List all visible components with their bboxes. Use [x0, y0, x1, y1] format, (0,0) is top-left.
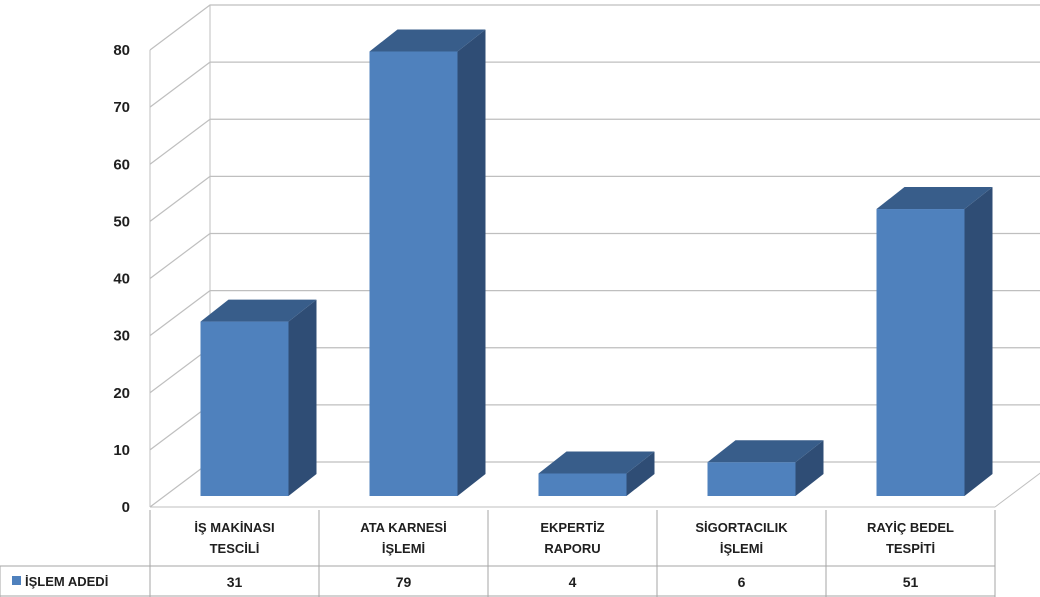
bar-side [965, 187, 993, 496]
data-label: 4 [569, 574, 577, 590]
bar-front [201, 322, 289, 496]
y-tick-label: 50 [113, 213, 130, 230]
y-tick-label: 10 [113, 442, 130, 459]
bar [708, 440, 824, 496]
category-label: SİGORTACILIK [695, 520, 788, 535]
y-tick-label: 20 [113, 385, 130, 402]
y-tick-label: 60 [113, 156, 130, 173]
data-label: 79 [396, 574, 412, 590]
gridline [150, 5, 1040, 50]
y-axis-ticks: 0 10 20 30 40 50 60 70 80 [113, 42, 130, 516]
category-label: TESCİLİ [210, 541, 260, 556]
category-label: İŞLEMİ [720, 541, 763, 556]
bar-front [708, 462, 796, 496]
gridline [150, 119, 1040, 164]
bars [201, 29, 993, 496]
bar [539, 451, 655, 496]
data-label: 51 [903, 574, 919, 590]
category-label: EKPERTİZ [540, 520, 604, 535]
category-label: İŞ MAKİNASI [194, 520, 274, 535]
category-label: İŞLEMİ [382, 541, 425, 556]
data-label: 31 [227, 574, 243, 590]
category-label: TESPİTİ [886, 541, 935, 556]
legend-label: İŞLEM ADEDİ [25, 574, 108, 589]
bar [201, 300, 317, 496]
bar-side [289, 300, 317, 496]
bar-front [877, 209, 965, 496]
bar-front [539, 473, 627, 496]
data-label: 6 [738, 574, 746, 590]
category-label: RAYİÇ BEDEL [867, 520, 954, 535]
bar [370, 29, 486, 496]
category-label: ATA KARNESİ [360, 520, 446, 535]
bar-side [458, 29, 486, 496]
y-tick-label: 80 [113, 42, 130, 59]
legend-swatch [12, 576, 21, 585]
gridline [150, 62, 1040, 107]
y-tick-label: 30 [113, 328, 130, 345]
bar-front [370, 51, 458, 496]
y-tick-label: 40 [113, 271, 130, 288]
y-tick-label: 0 [122, 499, 130, 516]
data-table: İŞ MAKİNASI TESCİLİ 31 ATA KARNESİ İŞLEMİ 79 E… [0, 510, 995, 597]
category-label: RAPORU [544, 541, 600, 556]
bar [877, 187, 993, 496]
y-tick-label: 70 [113, 99, 130, 116]
floor-right-edge [995, 462, 1040, 507]
